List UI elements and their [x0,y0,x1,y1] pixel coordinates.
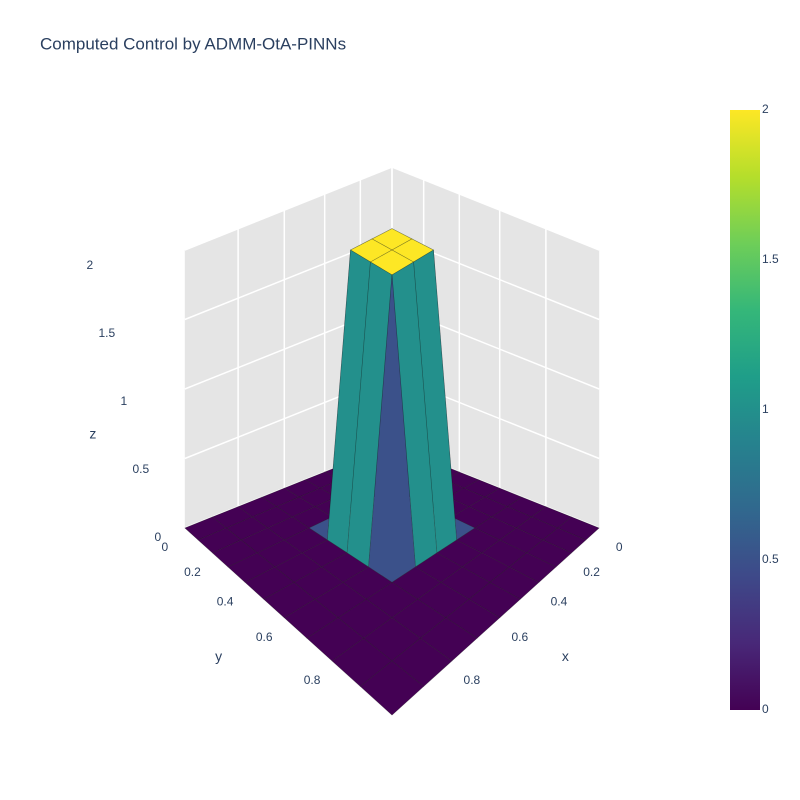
grid-line [184,166,393,251]
x-tick-label: 0.2 [583,565,600,579]
colorbar-tick-label: 2 [762,102,769,116]
z-tick-label: 1 [120,394,127,408]
y-tick-label: 0.6 [256,630,273,644]
y-tick-label: 0.4 [217,595,234,609]
y-tick-label: 0 [161,540,168,554]
colorbar-tick-label: 1.5 [762,252,779,266]
z-tick-label: 2 [86,258,93,272]
x-axis-title: x [562,648,569,664]
colorbar-tick-label: 0.5 [762,552,779,566]
y-tick-label: 0.2 [184,565,201,579]
x-tick-label: 0.6 [511,630,528,644]
y-axis-title: y [215,648,222,664]
z-tick-label: 0 [154,530,161,544]
grid-line [391,166,600,251]
x-tick-label: 0.4 [551,595,568,609]
x-tick-label: 0.8 [464,673,481,687]
colorbar-tick-label: 0 [762,702,769,716]
surface [184,228,600,716]
z-tick-label: 1.5 [98,326,115,340]
colorbar [730,110,760,710]
surface-cell [359,660,425,716]
x-tick-label: 0 [616,540,623,554]
z-tick-label: 0.5 [132,462,149,476]
chart-title: Computed Control by ADMM-OtA-PINNs [40,34,346,53]
y-tick-label: 0.8 [304,673,321,687]
z-axis-title: z [89,426,96,442]
colorbar-tick-label: 1 [762,402,769,416]
